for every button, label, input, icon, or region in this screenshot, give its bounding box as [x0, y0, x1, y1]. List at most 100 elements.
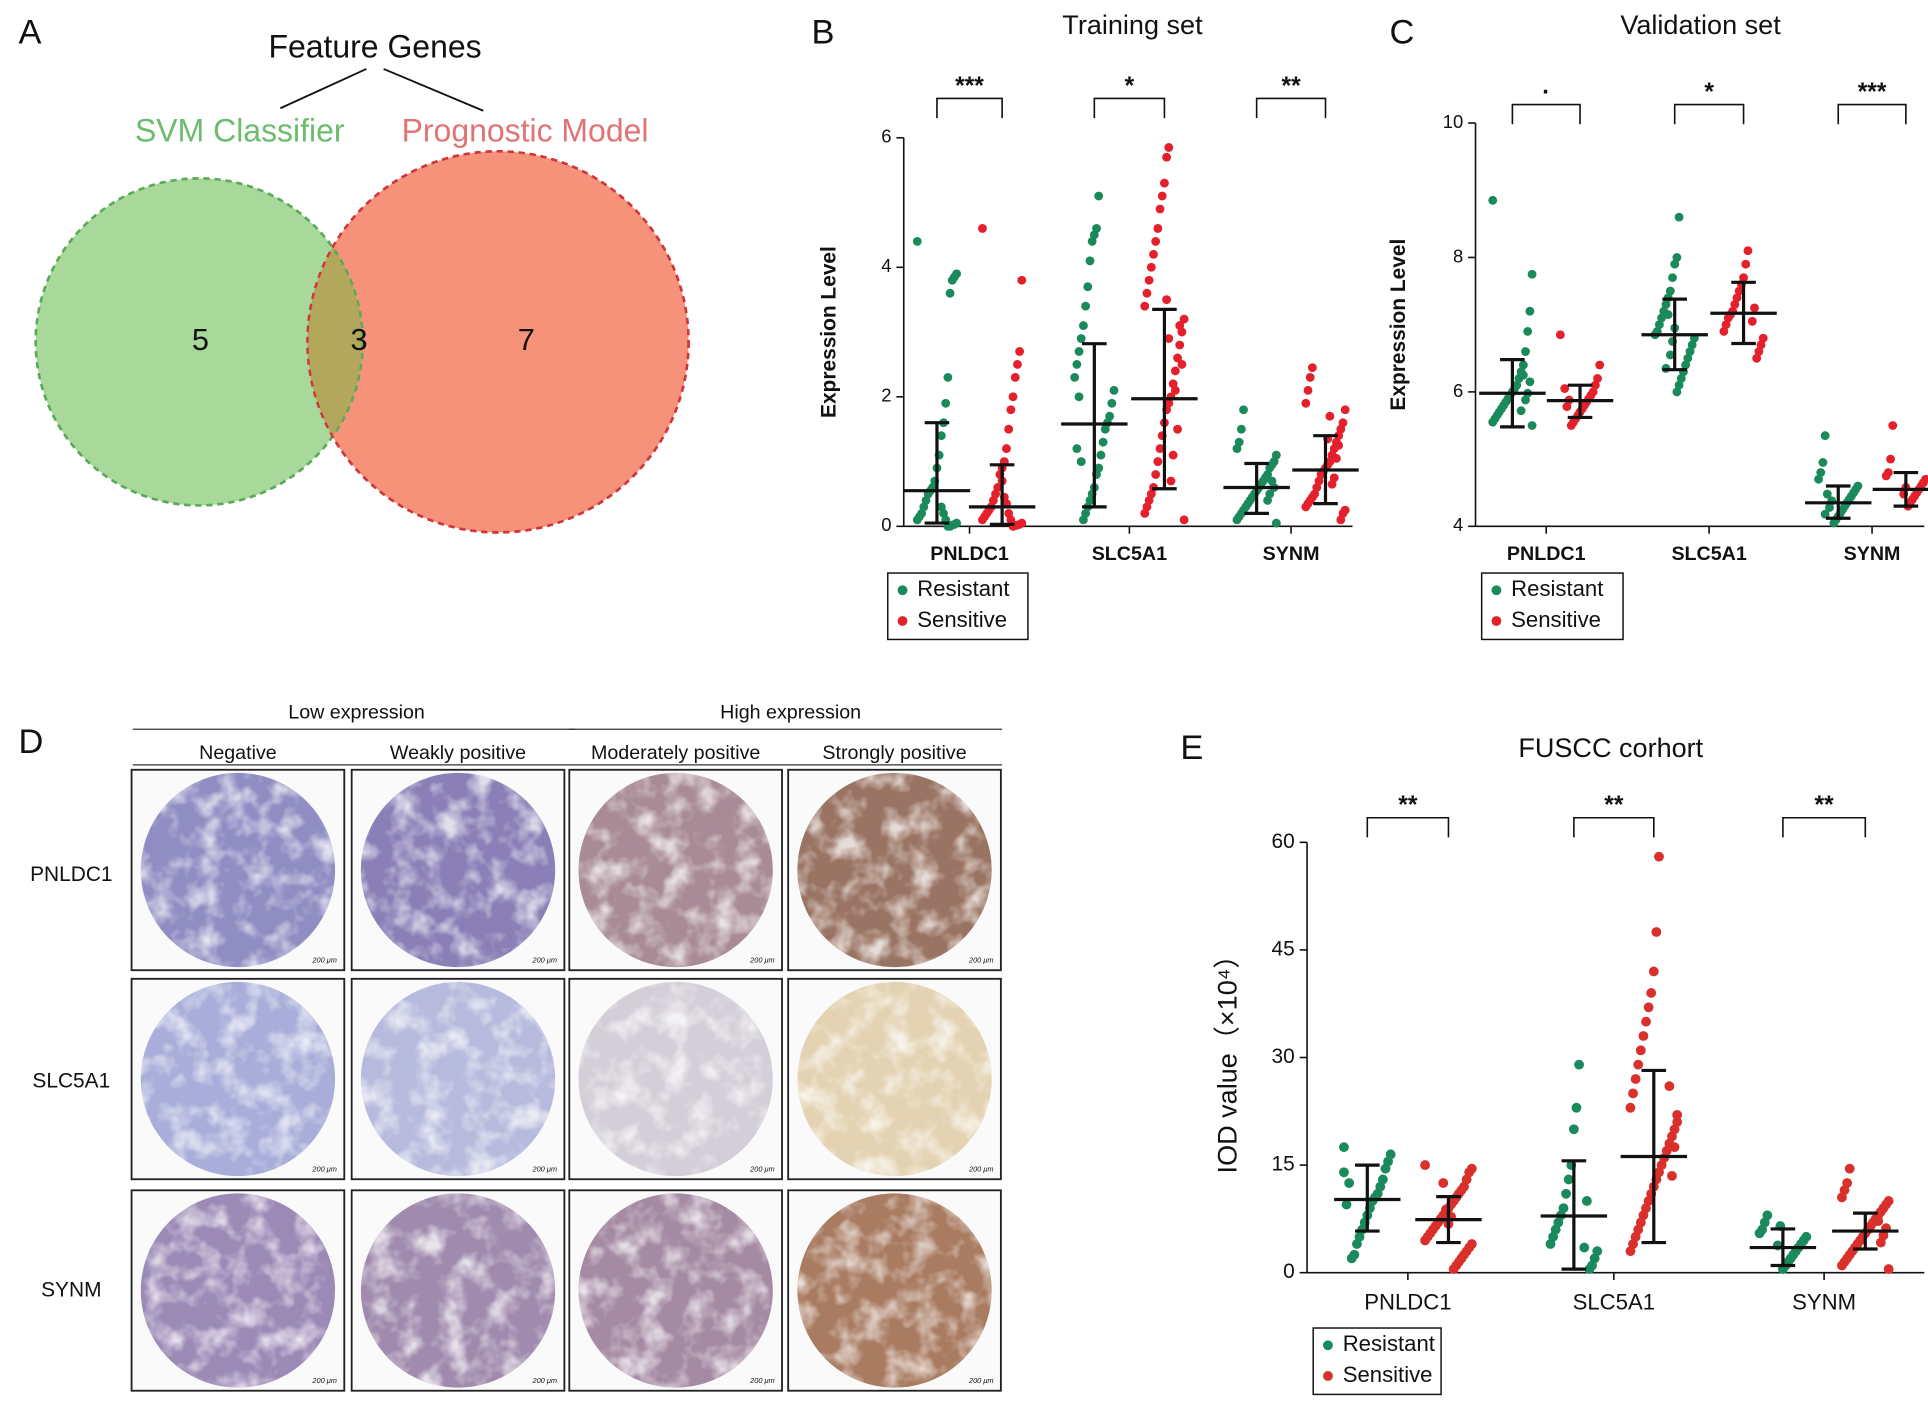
data-point [1074, 347, 1084, 356]
data-point [1301, 502, 1311, 512]
data-point [1339, 1167, 1349, 1178]
data-point [1078, 515, 1088, 525]
data-point [1168, 450, 1178, 460]
data-point [1166, 476, 1176, 486]
data-point [1661, 300, 1671, 309]
data-point [1002, 444, 1011, 454]
data-point [1078, 321, 1088, 330]
column-label: Strongly positive [822, 742, 966, 764]
data-point [1625, 1102, 1636, 1113]
row-label: PNLDC1 [30, 863, 112, 886]
data-point [1151, 236, 1161, 246]
data-point [1648, 966, 1659, 977]
scale-label: 200 μm [749, 1376, 775, 1385]
data-point [1663, 310, 1673, 320]
data-point [1734, 286, 1744, 296]
y-tick-label: 4 [881, 255, 891, 276]
legend-box [1312, 1327, 1442, 1396]
scale-label: 200 μm [749, 955, 775, 964]
legend-box [1480, 572, 1624, 641]
data-point [1641, 1016, 1651, 1027]
chart-title: Training set [1062, 10, 1203, 40]
data-point [1638, 1031, 1649, 1041]
data-point [1149, 249, 1158, 259]
data-point [1516, 406, 1526, 416]
panel-label: A [18, 14, 41, 52]
data-point [1667, 1170, 1677, 1181]
data-point [1687, 340, 1697, 350]
data-point [1595, 360, 1605, 370]
data-point [1521, 347, 1530, 356]
data-point [912, 515, 922, 525]
data-point [1155, 204, 1165, 214]
scale-label: 200 μm [311, 955, 337, 964]
data-point [1325, 411, 1335, 421]
tissue-texture [797, 1193, 992, 1388]
data-point [936, 502, 946, 512]
legend-marker [897, 616, 908, 626]
significance-label: ** [1604, 792, 1624, 819]
y-tick-label: 4 [1453, 514, 1463, 535]
data-point [1752, 353, 1762, 363]
data-point [1521, 395, 1530, 405]
data-point [1568, 1124, 1579, 1135]
data-point [1162, 152, 1172, 162]
data-point [1352, 1239, 1362, 1249]
data-point [1674, 380, 1684, 390]
legend-label: Resistant [1511, 576, 1603, 601]
data-point [1344, 1178, 1355, 1188]
data-point [1590, 380, 1600, 390]
data-point [1657, 313, 1667, 323]
y-tick-label: 15 [1272, 1153, 1295, 1176]
data-point [1721, 320, 1731, 330]
data-point [978, 224, 987, 233]
data-point [1004, 508, 1014, 518]
group-label: Low expression [288, 701, 425, 723]
data-point [1672, 1109, 1683, 1120]
legend-marker [897, 585, 908, 596]
data-point [1170, 366, 1180, 376]
data-point [1681, 360, 1691, 370]
data-point [1076, 334, 1086, 343]
data-point [1758, 333, 1768, 343]
data-point [1159, 178, 1169, 188]
data-point [1669, 1142, 1680, 1153]
significance-label: *** [1858, 79, 1887, 106]
data-point [1527, 421, 1537, 430]
data-point [1719, 326, 1729, 336]
data-point [1664, 1081, 1675, 1092]
y-tick-label: 10 [1443, 111, 1464, 132]
data-point [1837, 1192, 1847, 1203]
tissue-texture [797, 772, 992, 968]
data-point [1087, 236, 1097, 246]
data-point [1170, 385, 1180, 395]
data-point [1307, 363, 1317, 373]
data-point [1448, 1264, 1459, 1275]
data-point [1006, 405, 1016, 415]
data-point [1157, 191, 1167, 201]
data-point [1754, 1228, 1765, 1239]
data-point [1743, 246, 1753, 256]
data-point [1015, 347, 1025, 356]
data-point [1886, 454, 1895, 464]
legend-label: Resistant [1343, 1331, 1435, 1356]
data-point [1525, 377, 1535, 387]
data-point [1732, 293, 1742, 303]
chart-title: Validation set [1620, 10, 1781, 40]
data-point [1098, 437, 1108, 447]
significance-label: ** [1282, 73, 1302, 100]
data-point [1109, 385, 1119, 395]
x-tick-label: SYNM [1792, 1289, 1856, 1314]
scale-label: 200 μm [532, 1376, 558, 1385]
row-label: SYNM [41, 1279, 101, 1302]
y-tick-label: 60 [1272, 830, 1295, 853]
data-point [1072, 444, 1082, 454]
data-point [1100, 424, 1110, 434]
data-point [1739, 273, 1748, 283]
data-point [1177, 360, 1187, 369]
y-axis-label: Expression Level [1387, 239, 1410, 411]
data-point [1672, 253, 1682, 262]
data-point [1820, 431, 1830, 441]
data-point [1756, 340, 1766, 350]
data-point [945, 288, 955, 298]
